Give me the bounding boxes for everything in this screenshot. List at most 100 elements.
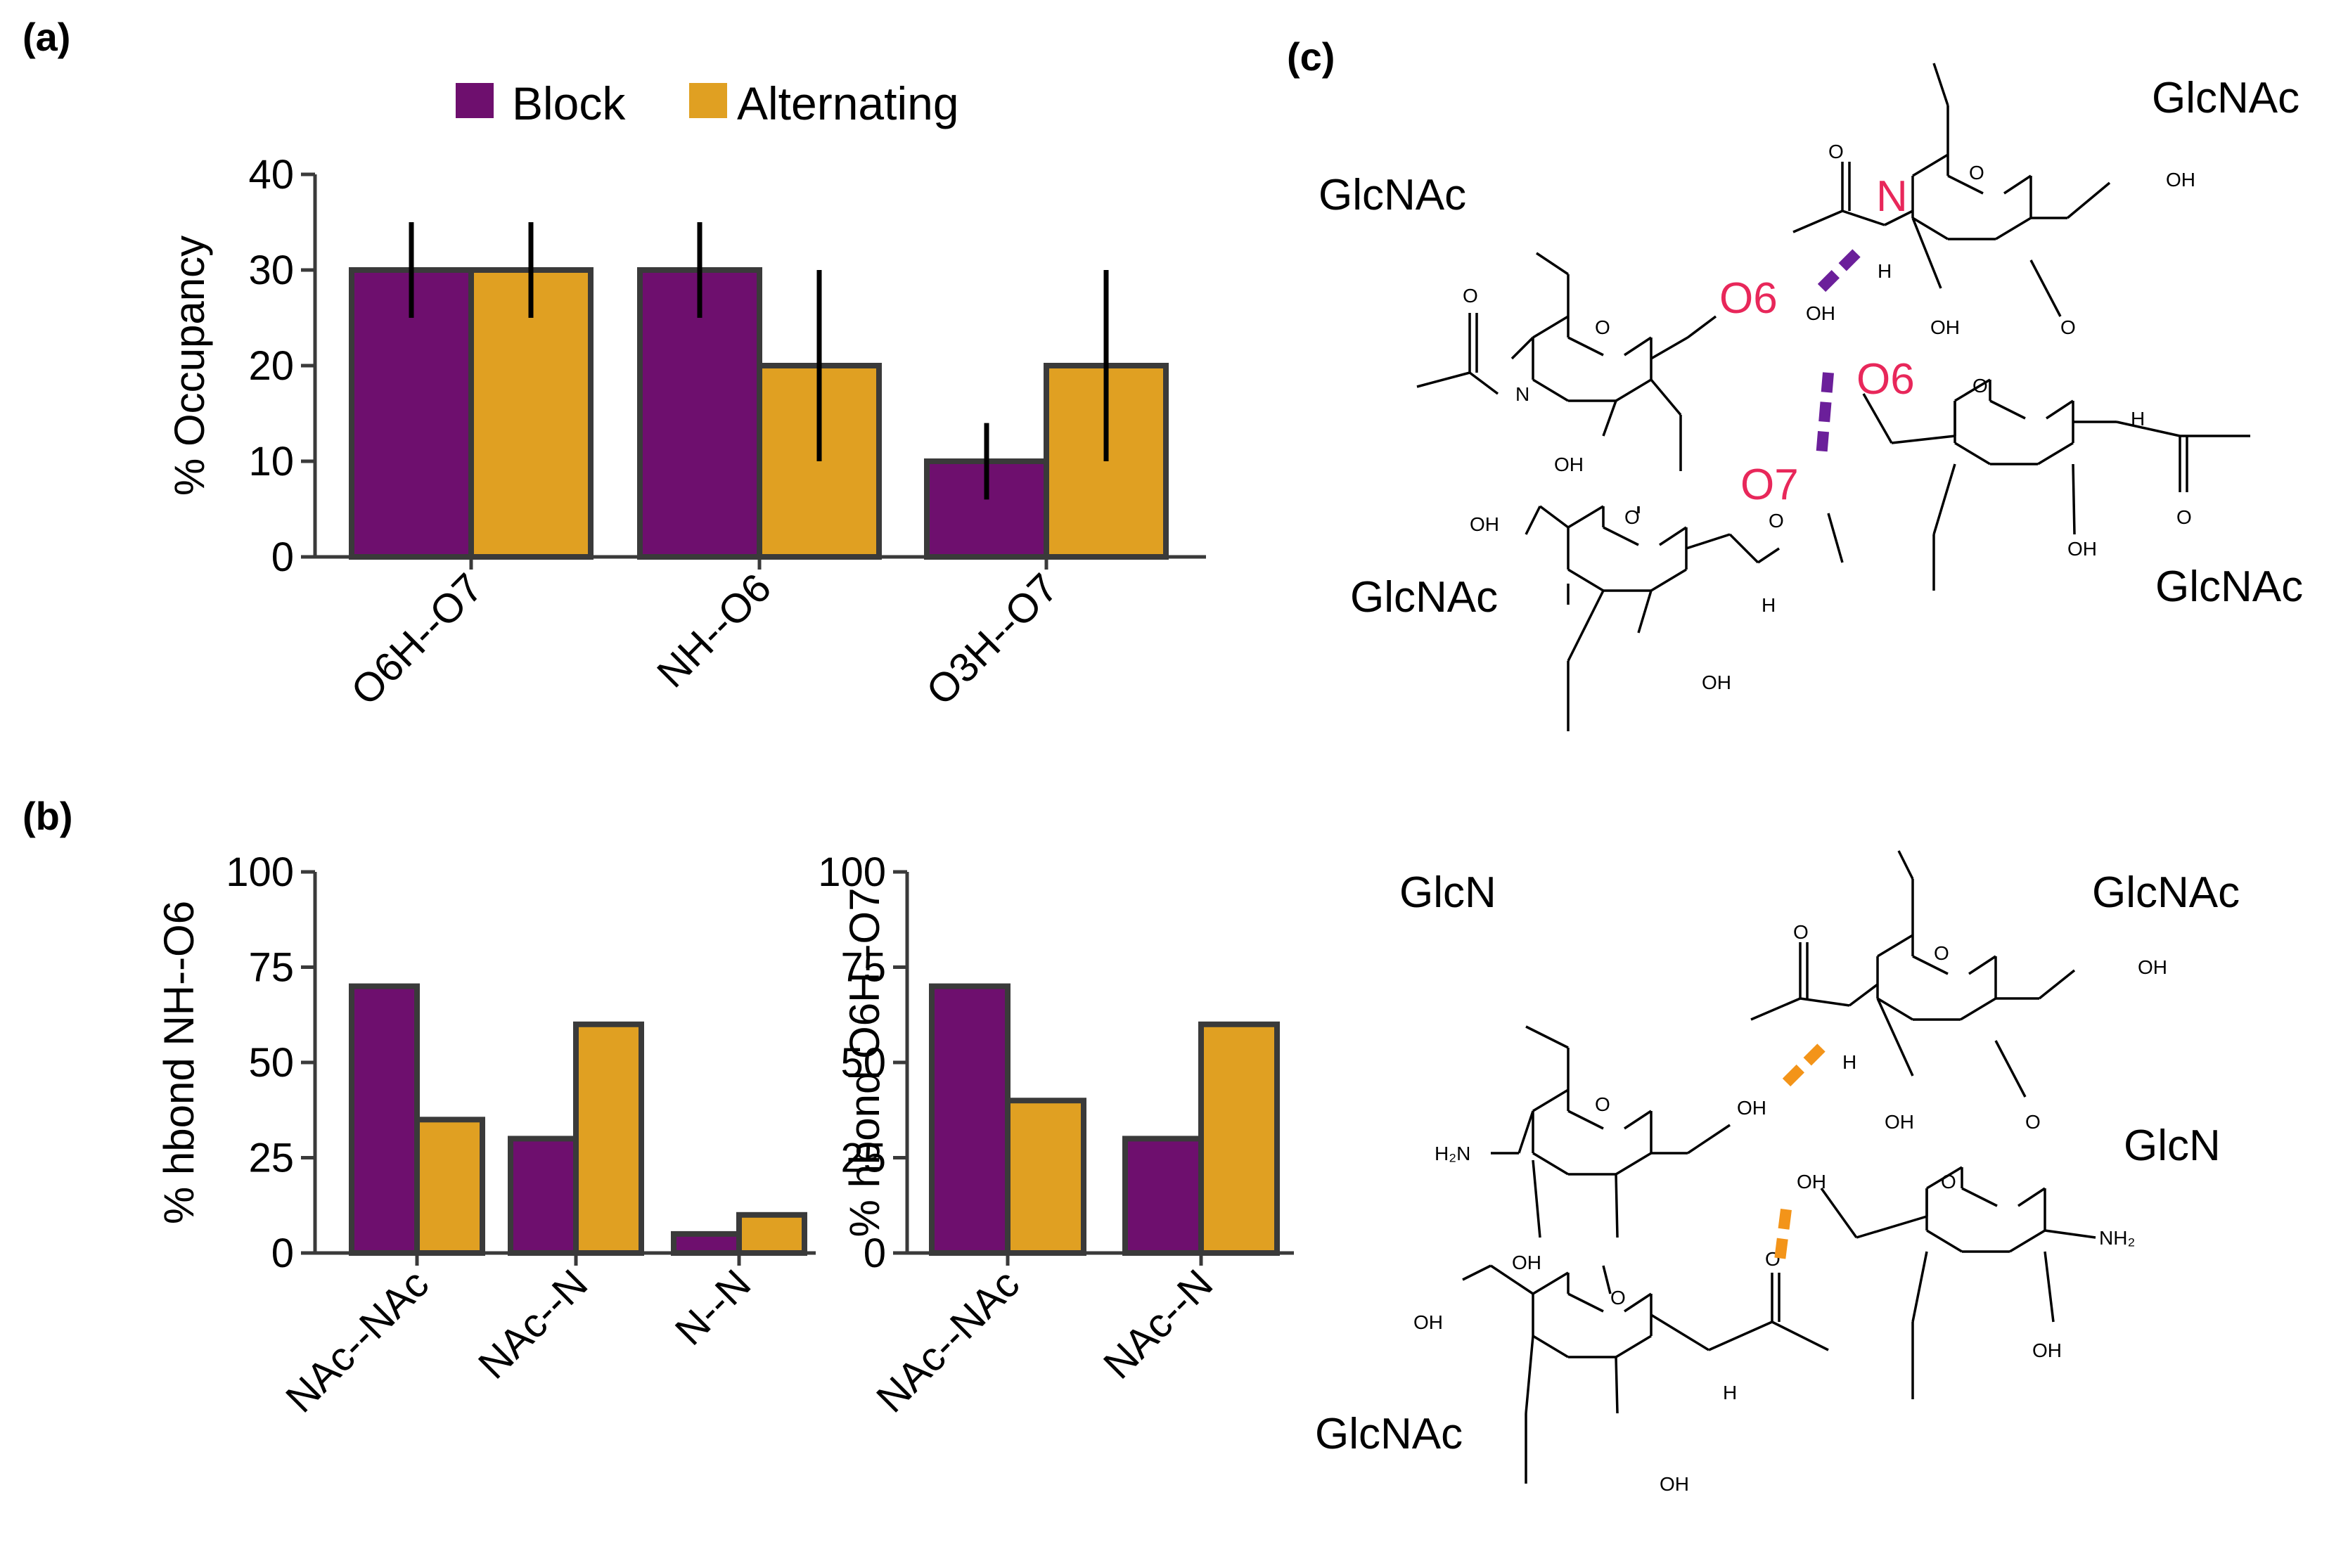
chart-occupancy: 0 10 20 30 40 % Occupancy O6H--O7 NH--O6 O3H--O7 bbox=[166, 152, 1206, 714]
atom-o: O bbox=[1463, 285, 1478, 307]
x-tick-label: O6H--O7 bbox=[342, 565, 492, 714]
panel-label-a: (a) bbox=[23, 15, 70, 59]
panel-label-b: (b) bbox=[23, 794, 73, 838]
atom-oh: OH bbox=[1806, 302, 1835, 324]
atom-o: O bbox=[2176, 506, 2192, 528]
y-tick-label: 20 bbox=[248, 343, 294, 389]
bar-alternating-0 bbox=[414, 1117, 485, 1257]
bar-block-1 bbox=[508, 1136, 579, 1257]
residue-label: GlcNAc bbox=[2092, 868, 2240, 917]
y-tick-label: 50 bbox=[840, 1040, 886, 1086]
residue-label: GlcNAc bbox=[1315, 1410, 1463, 1458]
y-tick-label: 10 bbox=[248, 439, 294, 484]
atom-nh: H bbox=[1723, 1382, 1737, 1403]
y-tick-label: 25 bbox=[840, 1136, 886, 1181]
legend-swatch-alternating bbox=[689, 83, 727, 118]
y-tick-label: 40 bbox=[248, 152, 294, 198]
atom-oh: OH bbox=[1512, 1252, 1541, 1273]
panel-label-c: (c) bbox=[1287, 34, 1335, 79]
atom-h2n: H₂N bbox=[1435, 1143, 1470, 1164]
bar-alternating-1 bbox=[573, 1021, 644, 1257]
atom-o: O bbox=[1969, 162, 1984, 184]
atom-oh: OH bbox=[1470, 513, 1499, 535]
atom-oh: OH bbox=[2138, 956, 2167, 978]
chart-hbond-o6h-o7: 0 25 50 75 100% hbond O6H--O7 NAc--NAc NAc--N bbox=[818, 849, 1294, 1421]
atom-oh: OH bbox=[1930, 316, 1960, 338]
atom-n: N bbox=[1515, 383, 1529, 405]
residue-label: GlcNAc bbox=[2152, 74, 2299, 122]
atom-nh: H bbox=[1762, 594, 1776, 616]
y-tick-label: 100 bbox=[226, 849, 294, 895]
bar-block-2 bbox=[671, 1230, 742, 1257]
hbond-top-1 bbox=[1817, 249, 1861, 293]
atom-nh: H bbox=[1842, 1051, 1856, 1073]
bar-block-1 bbox=[1122, 1136, 1204, 1257]
atom-oh: OH bbox=[1885, 1111, 1914, 1133]
y-tick-label: 0 bbox=[271, 534, 294, 580]
atom-oh: OH bbox=[2067, 538, 2097, 560]
atom-o: O bbox=[1941, 1171, 1956, 1193]
ring-bot-left bbox=[1532, 1088, 1653, 1176]
atom-oh: OH bbox=[1797, 1171, 1826, 1193]
x-tick-label: N--N bbox=[667, 1261, 760, 1354]
atom-oh: OH bbox=[2166, 169, 2195, 191]
molecule-top: O O N OH OH O OH H O OH O O H OH OH O O … bbox=[1319, 63, 2303, 731]
hbond-label-n: N bbox=[1876, 172, 1908, 221]
y-axis-label: % Occupancy bbox=[166, 236, 213, 496]
atom-oh: OH bbox=[1413, 1311, 1443, 1333]
x-tick-label: NAc--N bbox=[470, 1261, 596, 1387]
atom-o: O bbox=[1793, 921, 1809, 943]
residue-label: GlcN bbox=[2124, 1122, 2221, 1170]
y-tick-label: 75 bbox=[840, 945, 886, 991]
bar-block-0 bbox=[349, 983, 420, 1256]
y-tick-label: 100 bbox=[818, 849, 886, 895]
atom-nh: H bbox=[1878, 260, 1892, 282]
bar-alternating-1 bbox=[1198, 1021, 1280, 1257]
x-tick-label: NAc--N bbox=[1095, 1261, 1221, 1387]
atom-nh: H bbox=[2131, 408, 2145, 430]
residue-label: GlcNAc bbox=[1319, 171, 1466, 219]
x-tick-label: NAc--NAc bbox=[277, 1261, 437, 1421]
y-tick-label: 0 bbox=[864, 1230, 886, 1276]
y-tick-label: 0 bbox=[271, 1230, 294, 1276]
bar-block-0 bbox=[929, 983, 1011, 1256]
atom-oh: OH bbox=[1737, 1097, 1766, 1119]
x-tick-label: O3H--O7 bbox=[918, 565, 1067, 714]
atom-oh: OH bbox=[1660, 1473, 1689, 1495]
legend-label-block: Block bbox=[512, 77, 626, 129]
atom-o: O bbox=[1595, 316, 1610, 338]
y-tick-label: 75 bbox=[248, 945, 294, 991]
y-tick-label: 25 bbox=[248, 1136, 294, 1181]
x-tick-label: NH--O6 bbox=[648, 565, 780, 696]
chart-hbond-nh-o6: 0 25 50 75 100 % hbond NH--O6 NAc--NAc NAc--N N-… bbox=[155, 849, 816, 1421]
atom-o: O bbox=[1610, 1287, 1626, 1309]
y-axis-label: % hbond NH--O6 bbox=[155, 901, 203, 1224]
hbond-label-o6-right: O6 bbox=[1856, 355, 1915, 404]
atom-o: O bbox=[2060, 316, 2076, 338]
residue-label: GlcN bbox=[1399, 868, 1496, 917]
atom-o: O bbox=[1934, 942, 1949, 964]
hbond-top-2 bbox=[1816, 372, 1834, 458]
x-tick-label: NAc--NAc bbox=[868, 1261, 1028, 1421]
atom-oh: OH bbox=[1554, 454, 1584, 475]
hbond-bottom-2 bbox=[1773, 1209, 1792, 1266]
hbond-label-o7: O7 bbox=[1740, 461, 1799, 509]
hbond-bottom-1 bbox=[1782, 1043, 1826, 1087]
atom-nh2: NH₂ bbox=[2099, 1227, 2135, 1249]
atom-o: O bbox=[2025, 1111, 2041, 1133]
legend: Block Alternating bbox=[456, 77, 959, 129]
residue-label: GlcNAc bbox=[1350, 573, 1498, 622]
y-axis-label: % hbond O6H--O7 bbox=[841, 888, 888, 1238]
bar-block-1 bbox=[637, 267, 762, 560]
y-tick-label: 30 bbox=[248, 248, 294, 293]
atom-o: O bbox=[1624, 506, 1640, 528]
atom-oh: OH bbox=[2032, 1339, 2062, 1361]
atom-o: O bbox=[1828, 141, 1844, 162]
legend-swatch-block bbox=[456, 83, 494, 118]
atom-o: O bbox=[1595, 1093, 1610, 1115]
ring-top-left bbox=[1532, 315, 1653, 402]
atom-o: O bbox=[1769, 510, 1784, 532]
y-tick-label: 50 bbox=[248, 1040, 294, 1086]
legend-label-alternating: Alternating bbox=[737, 77, 959, 129]
